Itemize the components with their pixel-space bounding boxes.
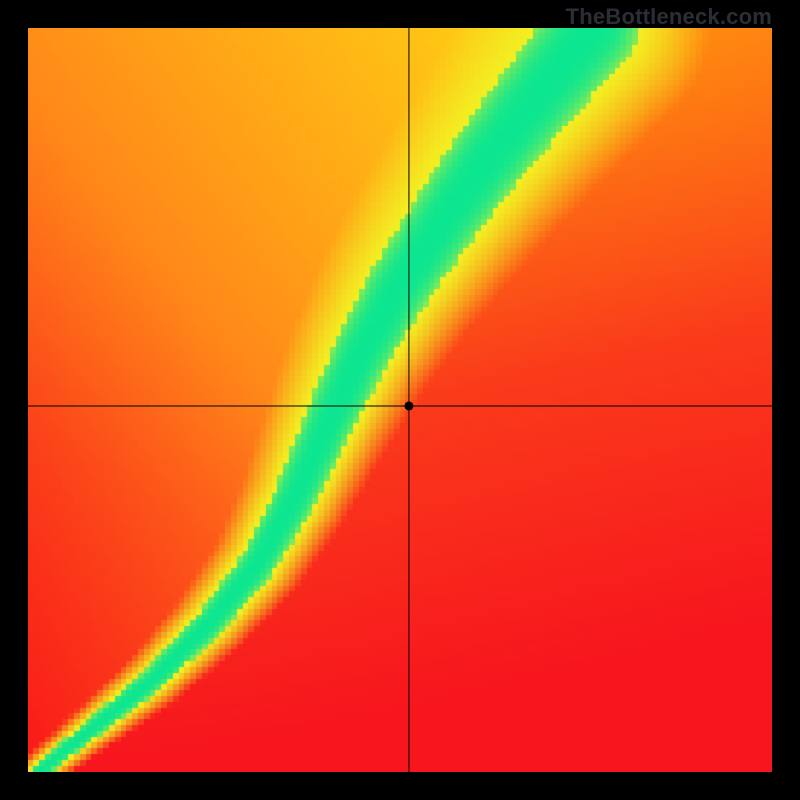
crosshair-overlay bbox=[28, 28, 772, 772]
watermark-text: TheBottleneck.com bbox=[566, 4, 772, 30]
bottleneck-heatmap bbox=[28, 28, 772, 772]
crosshair-marker bbox=[404, 401, 413, 410]
